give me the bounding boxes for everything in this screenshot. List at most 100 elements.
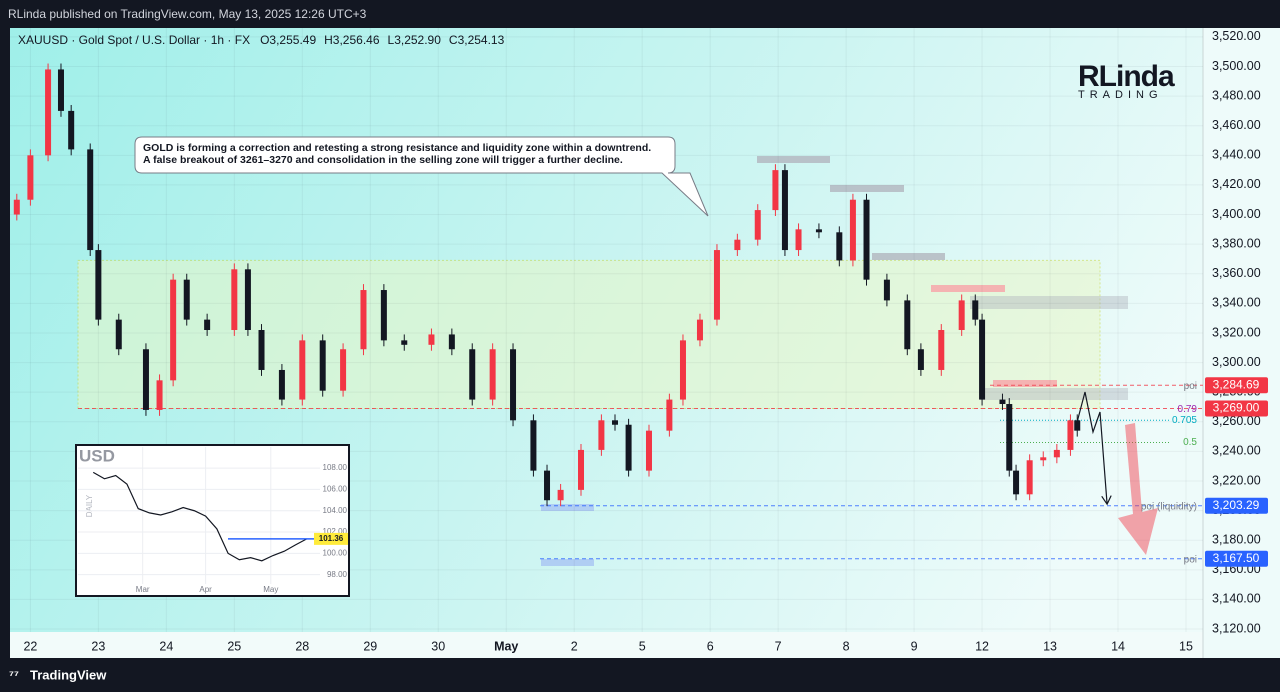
candle	[170, 273, 177, 387]
candle-body	[917, 349, 924, 370]
candle	[625, 418, 632, 477]
y-tick-label: 3,480.00	[1212, 88, 1261, 102]
candle-body	[713, 250, 720, 320]
candle-body	[1074, 420, 1081, 431]
candle-body	[999, 399, 1006, 405]
price-badge	[1205, 497, 1268, 514]
candle-body	[883, 279, 890, 301]
candle	[258, 324, 265, 376]
logo: RLinda	[1078, 60, 1175, 93]
x-tick-label: 13	[1043, 639, 1057, 653]
candle	[1067, 414, 1074, 456]
candle-body	[170, 279, 177, 381]
y-tick-label: 3,500.00	[1212, 59, 1261, 73]
callout	[134, 136, 709, 217]
x-tick-label: 2	[571, 639, 578, 653]
price-badge	[1205, 400, 1268, 417]
zone-layer	[77, 259, 1101, 409]
candle	[428, 328, 435, 351]
y-tick-label: 98.00	[327, 570, 348, 579]
x-tick-label: 29	[363, 639, 377, 653]
candle	[1040, 451, 1047, 467]
candle-body	[319, 340, 326, 391]
candle	[772, 164, 779, 217]
candle	[679, 334, 686, 406]
x-tick-label: 23	[91, 639, 105, 653]
main-layer: 3,120.003,140.003,160.003,180.003,200.00…	[10, 28, 1268, 653]
marker	[541, 504, 594, 511]
candle	[57, 63, 64, 117]
y-tick-label: 3,240.00	[1212, 444, 1261, 458]
x-tick-label: Apr	[199, 585, 212, 594]
level-note: poi (liquidity)	[1141, 501, 1197, 512]
marker	[993, 380, 1057, 387]
candle	[448, 328, 455, 356]
x-tick-label: 14	[1111, 639, 1125, 653]
candle-body	[183, 279, 190, 320]
candle-body	[836, 232, 843, 261]
candle-body	[380, 290, 387, 341]
candle	[1013, 464, 1020, 501]
candle	[278, 364, 285, 406]
y-tick-label: 3,320.00	[1212, 325, 1261, 339]
candle	[544, 464, 551, 507]
marker	[931, 285, 1005, 292]
y-tick-label: 3,180.00	[1212, 533, 1261, 547]
candle	[68, 104, 75, 156]
candle-body	[258, 330, 265, 370]
candle-body	[611, 420, 618, 425]
candle-body	[972, 300, 979, 320]
published: RLinda published on TradingView.com, May…	[8, 7, 367, 21]
price-badge-label: 3,284.69	[1213, 377, 1260, 391]
fib-label: 0.5	[1183, 437, 1197, 448]
candle	[795, 223, 802, 256]
candle	[156, 374, 163, 416]
candle-body	[204, 319, 211, 330]
candle-body	[360, 290, 367, 350]
x-tick-label: 8	[843, 639, 850, 653]
candle-body	[645, 430, 652, 471]
price-badge-label: 3,269.00	[1213, 401, 1260, 415]
x-tick-label: 22	[23, 639, 37, 653]
last-badge	[314, 532, 348, 545]
candle-body	[1053, 449, 1060, 458]
projection	[1074, 391, 1107, 503]
candle	[244, 263, 251, 336]
candle-body	[1013, 470, 1020, 495]
candle-body	[448, 334, 455, 350]
date-axis	[10, 632, 1203, 658]
candle-body	[598, 420, 605, 450]
y-tick-label: 106.00	[323, 485, 348, 494]
candle-body	[795, 229, 802, 251]
candle	[13, 193, 20, 221]
marker	[970, 296, 1128, 309]
inset-title: USD	[79, 446, 115, 465]
y-tick-label: 3,220.00	[1212, 473, 1261, 487]
candle-body	[428, 334, 435, 345]
candle	[115, 313, 122, 356]
zone	[77, 259, 1101, 409]
candle	[781, 164, 788, 256]
candle-body	[340, 349, 347, 391]
y-tick-label: 3,460.00	[1212, 118, 1261, 132]
candle	[299, 334, 306, 406]
candle	[87, 143, 94, 256]
callout-text: GOLD is forming a correction and retesti…	[143, 142, 651, 154]
candle	[972, 294, 979, 326]
candle	[999, 393, 1006, 410]
candle-body	[45, 69, 52, 156]
footer-icon: ⁷⁷	[9, 668, 19, 682]
candle	[815, 223, 822, 239]
candle	[979, 313, 986, 406]
candle-body	[625, 424, 632, 471]
marker	[757, 156, 830, 163]
y-tick-label: 3,340.00	[1212, 296, 1261, 310]
x-tick-label: 7	[775, 639, 782, 653]
marker	[872, 253, 945, 260]
callout-text: A false breakout of 3261–3270 and consol…	[143, 154, 623, 166]
candle	[510, 343, 517, 427]
y-tick-label: 108.00	[323, 463, 348, 472]
candle-body	[299, 340, 306, 400]
